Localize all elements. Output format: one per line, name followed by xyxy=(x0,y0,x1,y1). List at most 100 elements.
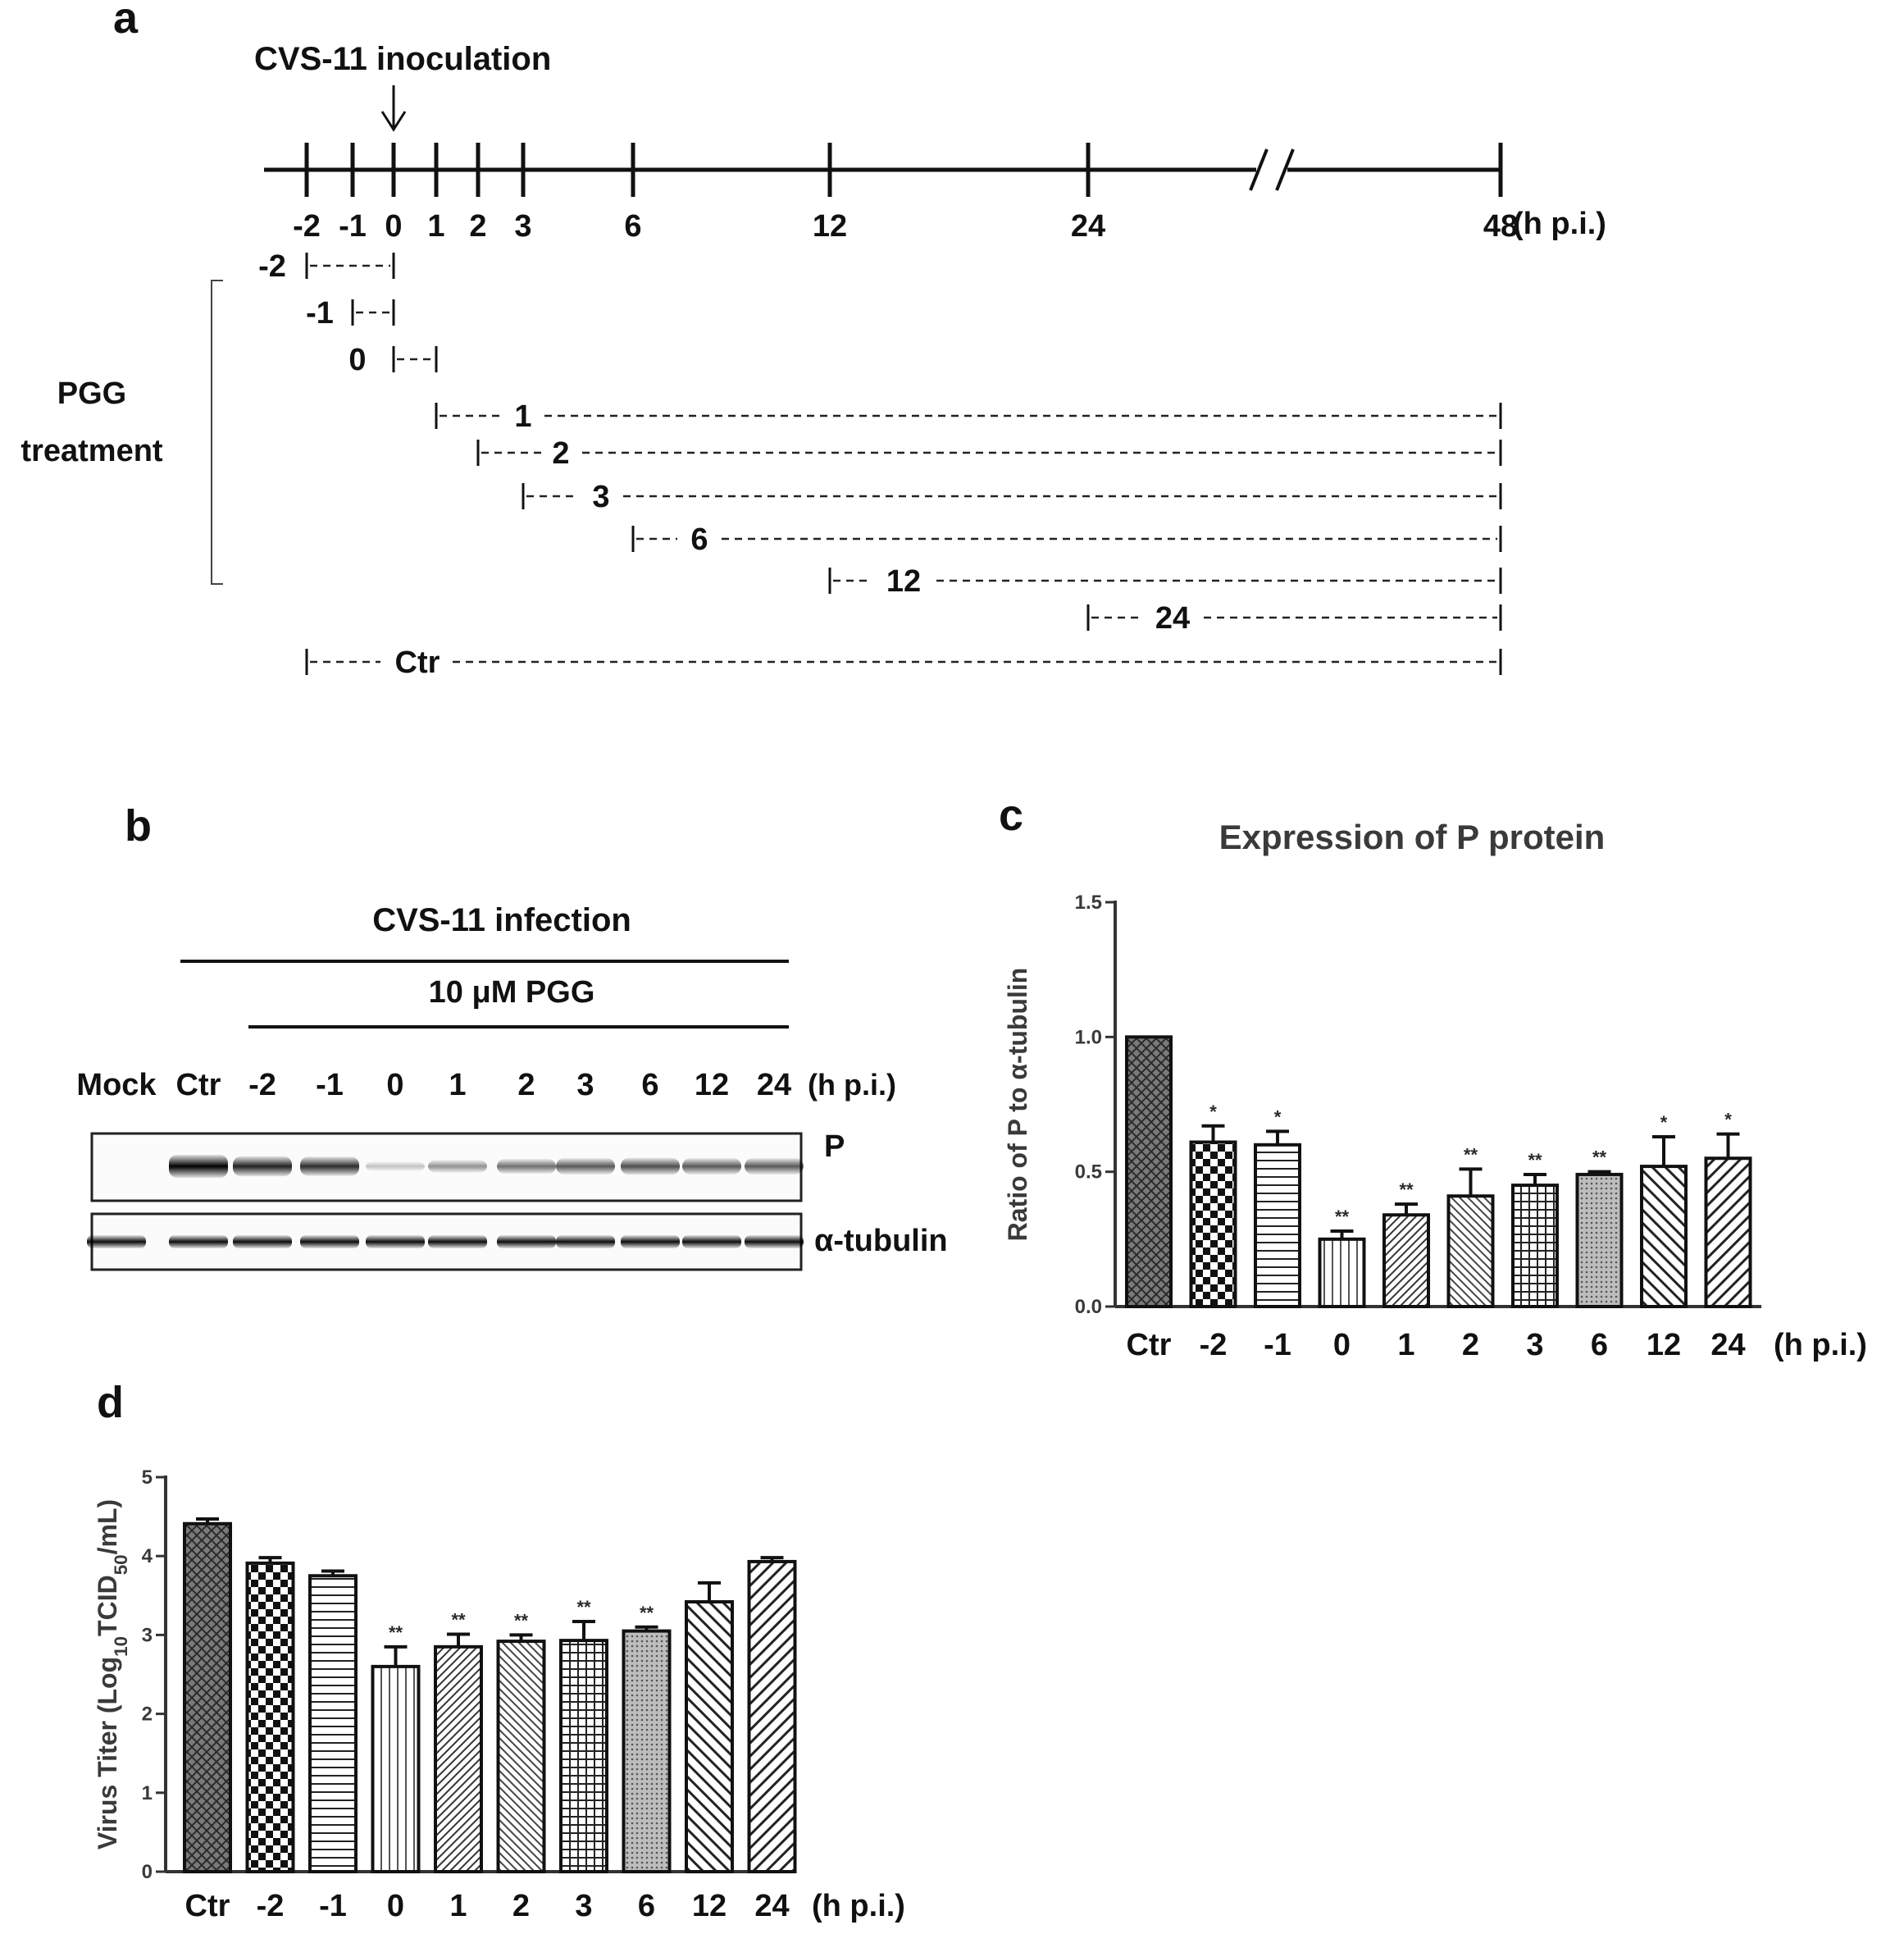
treatment-label-1: PGG xyxy=(57,376,126,411)
significance-mark: ** xyxy=(514,1610,529,1631)
blot-lane-label: -2 xyxy=(248,1068,276,1102)
treatment-row-label: -1 xyxy=(306,296,334,331)
p-band xyxy=(366,1161,425,1171)
significance-mark: ** xyxy=(1528,1150,1542,1170)
timeline-tick-label: 6 xyxy=(624,209,641,244)
x-tick-label: -2 xyxy=(1200,1328,1228,1362)
x-tick-label: 3 xyxy=(1526,1328,1543,1362)
bar xyxy=(308,1574,358,1873)
bar-group: * xyxy=(1254,1106,1301,1309)
significance-mark: ** xyxy=(640,1603,654,1623)
tubulin-blot-label: α-tubulin xyxy=(814,1224,948,1258)
inoculation-arrow-icon xyxy=(380,85,407,132)
bar-group: ** xyxy=(371,1622,421,1873)
p-blot-label: P xyxy=(824,1129,845,1164)
bar-chart: Expression of P protein 0.0 0.5 1.0 1.5 Ratio… xyxy=(1003,818,1867,1362)
x-tick-label: Ctr xyxy=(1127,1328,1172,1362)
y-tick-label: 5 xyxy=(142,1466,153,1489)
y-tick-label: 4 xyxy=(142,1545,153,1567)
panel-a-letter: a xyxy=(113,0,139,43)
x-tick-label: 2 xyxy=(1462,1328,1479,1362)
treatment-row: 6 xyxy=(631,522,1502,557)
significance-mark: * xyxy=(1724,1110,1732,1130)
blot-lane-label: 3 xyxy=(576,1068,594,1102)
axis-break-icon xyxy=(1249,148,1295,191)
bar xyxy=(1125,1035,1173,1309)
infection-label: CVS-11 infection xyxy=(372,902,631,938)
x-unit-label: (h p.i.) xyxy=(1774,1328,1867,1362)
blot-lane-label: 1 xyxy=(449,1068,466,1102)
tubulin-band xyxy=(87,1235,146,1248)
timeline-tick-label: 48 xyxy=(1483,209,1518,244)
treatment-row: 24 xyxy=(1086,601,1502,636)
x-tick-label: 3 xyxy=(575,1889,592,1923)
treatment-row-label: 6 xyxy=(690,522,708,557)
blot-lane-label: 0 xyxy=(386,1068,403,1102)
bar xyxy=(622,1629,672,1873)
bar xyxy=(1704,1156,1752,1308)
blot-lane-label: 24 xyxy=(757,1068,791,1102)
tubulin-band xyxy=(300,1235,359,1248)
significance-mark: * xyxy=(1209,1102,1217,1122)
timeline-tick-label: 1 xyxy=(427,209,444,244)
treatment-label-2: treatment xyxy=(20,434,162,468)
x-tick-label: 12 xyxy=(692,1889,727,1923)
treatment-row: 12 xyxy=(828,564,1502,599)
tubulin-band xyxy=(169,1235,228,1248)
panel-c-chart: c Expression of P protein 0.0 0.5 1.0 1.5 Rat… xyxy=(999,791,1867,1362)
significance-mark: ** xyxy=(1592,1147,1607,1168)
timeline-tick-label: 3 xyxy=(514,209,531,244)
x-tick-label: 24 xyxy=(1710,1328,1745,1362)
x-tick-label: -2 xyxy=(257,1889,285,1923)
p-band xyxy=(745,1158,804,1175)
treatment-row-label: 0 xyxy=(348,343,366,377)
bar-group: ** xyxy=(622,1603,672,1873)
treatment-row: 0 xyxy=(348,343,438,377)
blot-lane-label: -1 xyxy=(316,1068,344,1102)
significance-mark: * xyxy=(1274,1106,1282,1127)
tubulin-band xyxy=(621,1235,680,1248)
blot-lane-label: Ctr xyxy=(176,1068,221,1102)
bar xyxy=(685,1599,734,1873)
treatment-row: -2 xyxy=(258,249,395,284)
blot-lane-label: 2 xyxy=(517,1068,535,1102)
bar-group xyxy=(183,1517,232,1874)
x-tick-label: -1 xyxy=(319,1889,347,1923)
x-tick-label: 0 xyxy=(387,1889,404,1923)
bar-group: ** xyxy=(1382,1179,1430,1308)
bar-group: ** xyxy=(559,1597,608,1874)
bar-group: ** xyxy=(1318,1206,1366,1309)
timeline-tick-label: -1 xyxy=(339,209,367,244)
tubulin-band xyxy=(556,1235,615,1248)
treatment-row: 3 xyxy=(522,480,1502,514)
bar xyxy=(747,1559,797,1873)
timeline-tick-label: 2 xyxy=(469,209,486,244)
y-tick-label: 2 xyxy=(142,1704,153,1726)
treatment-row-label: -2 xyxy=(258,249,286,284)
bar-group: ** xyxy=(1575,1147,1624,1309)
treatment-bracket xyxy=(211,280,223,585)
bar xyxy=(496,1640,546,1873)
x-tick-label: 2 xyxy=(512,1889,530,1923)
p-band xyxy=(233,1156,292,1177)
tubulin-band xyxy=(366,1235,425,1248)
significance-mark: ** xyxy=(576,1597,591,1617)
bar-group xyxy=(685,1580,734,1873)
p-band xyxy=(556,1158,615,1175)
bar xyxy=(1318,1237,1366,1309)
bar-group xyxy=(1125,1035,1173,1309)
x-unit-label: (h p.i.) xyxy=(812,1889,905,1923)
bar xyxy=(1511,1184,1559,1308)
bar-group: ** xyxy=(434,1609,483,1873)
y-tick-label: 0 xyxy=(142,1861,153,1883)
bar xyxy=(245,1561,295,1874)
blot-lane-label: 12 xyxy=(695,1068,729,1102)
bar xyxy=(1640,1165,1688,1309)
bar-group: * xyxy=(1189,1102,1237,1308)
treatment-row: Ctr xyxy=(305,645,1502,680)
bar-group xyxy=(245,1556,295,1874)
bar xyxy=(1575,1172,1624,1309)
